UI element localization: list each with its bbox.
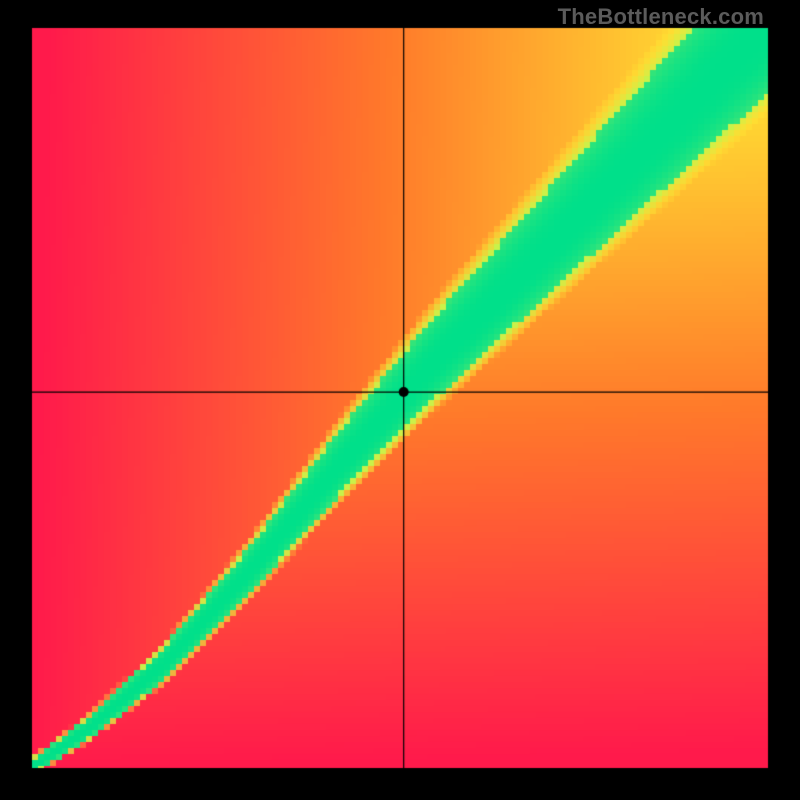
watermark-text: TheBottleneck.com bbox=[558, 4, 764, 30]
heatmap-canvas bbox=[0, 0, 800, 800]
chart-container: TheBottleneck.com bbox=[0, 0, 800, 800]
